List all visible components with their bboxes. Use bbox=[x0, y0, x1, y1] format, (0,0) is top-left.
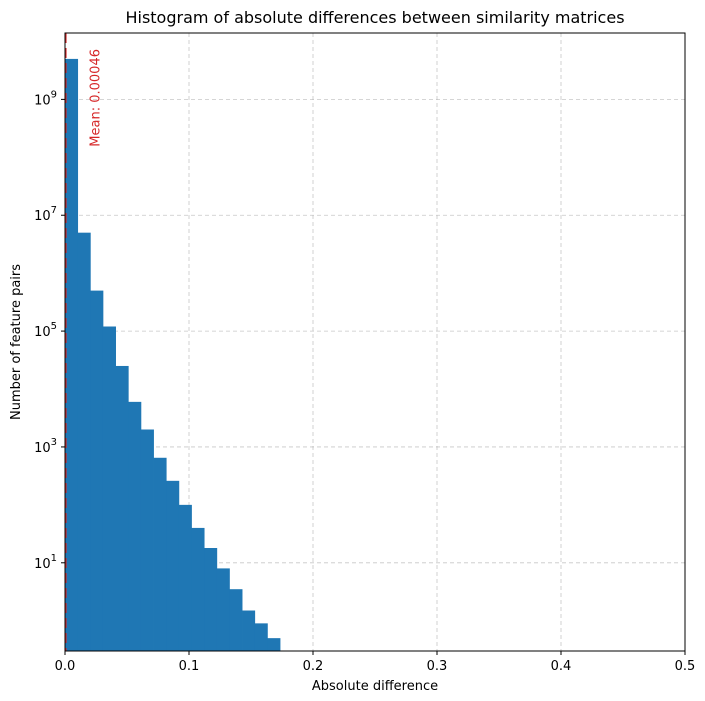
histogram-bars bbox=[65, 58, 281, 652]
histogram-bar bbox=[140, 429, 154, 651]
axis-ticks: 0.0 0.1 0.2 0.3 0.4 0.5 101 103 105 107 109 bbox=[34, 89, 695, 674]
histogram-bar bbox=[115, 365, 129, 651]
histogram-bar bbox=[242, 610, 256, 651]
histogram-bar bbox=[166, 480, 180, 651]
y-axis-label: Number of feature pairs bbox=[9, 264, 24, 420]
y-tick-label: 105 bbox=[34, 321, 57, 340]
x-axis-label: Absolute difference bbox=[312, 679, 438, 694]
x-tick-label: 0.3 bbox=[427, 659, 448, 674]
x-tick-label: 0.2 bbox=[303, 659, 324, 674]
histogram-bar bbox=[77, 232, 91, 652]
histogram-bar bbox=[178, 504, 192, 651]
y-tick-label: 101 bbox=[34, 553, 57, 572]
mean-line-label: Mean: 0.00046 bbox=[89, 49, 104, 147]
grid-lines bbox=[65, 33, 685, 651]
histogram-bar bbox=[65, 58, 79, 651]
x-tick-label: 0.4 bbox=[551, 659, 572, 674]
histogram-bar bbox=[90, 290, 104, 651]
mean-line-group: Mean: 0.00046 bbox=[64, 33, 104, 651]
y-tick-label: 109 bbox=[34, 89, 57, 108]
x-tick-label: 0.5 bbox=[675, 659, 696, 674]
y-tick-label: 103 bbox=[34, 437, 57, 456]
y-tick-label: 107 bbox=[34, 205, 57, 224]
chart-title: Histogram of absolute differences betwee… bbox=[125, 8, 624, 27]
histogram-bar bbox=[153, 457, 167, 651]
histogram-bar bbox=[191, 527, 205, 651]
x-tick-label: 0.0 bbox=[55, 659, 76, 674]
histogram-bar bbox=[204, 548, 218, 651]
histogram-bar bbox=[216, 568, 230, 651]
histogram-bar bbox=[102, 326, 116, 651]
x-tick-label: 0.1 bbox=[179, 659, 200, 674]
histogram-bar bbox=[254, 623, 268, 651]
histogram-bar bbox=[267, 638, 281, 651]
histogram-bar bbox=[229, 589, 243, 651]
histogram-bar bbox=[128, 401, 142, 651]
plot-frame bbox=[64, 32, 686, 652]
